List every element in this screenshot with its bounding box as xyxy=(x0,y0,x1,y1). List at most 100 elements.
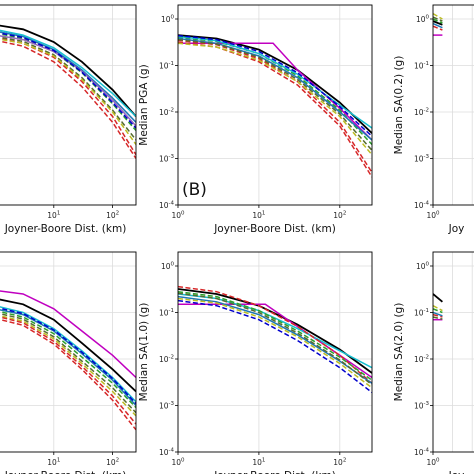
series-line-3 xyxy=(178,285,372,384)
panel-bottom-middle: 100 101 102 10-4 10-3 10-2 10-1 100 Joyner-Boore… xyxy=(138,251,373,474)
y-tick-label: 10-3 xyxy=(414,401,430,411)
x-tick-label: 102 xyxy=(333,211,346,221)
y-tick-label: 10-1 xyxy=(414,61,429,71)
series-line-7 xyxy=(0,316,136,425)
x-tick-label: 100 xyxy=(426,211,440,221)
series-line-7 xyxy=(178,297,372,389)
y-tick-label: 10-4 xyxy=(414,448,430,458)
gridlines xyxy=(433,5,474,205)
panel-top-middle: 100 101 102 10-4 10-3 10-2 10-1 100 Joyner-Boore… xyxy=(138,4,373,235)
gridlines xyxy=(178,252,372,452)
x-axis-label: Joyner-Boore Dist. (km) xyxy=(213,470,336,474)
x-tick-label: 100 xyxy=(171,458,185,468)
x-axis-label: Joy xyxy=(448,470,465,474)
series-line-5 xyxy=(0,29,136,118)
y-tick-label: 10-2 xyxy=(414,107,429,117)
series-lines xyxy=(433,13,443,36)
y-tick-label: 10-1 xyxy=(159,308,174,318)
series-line-4 xyxy=(433,18,443,24)
x-tick-label: 101 xyxy=(47,211,60,221)
series-line-4 xyxy=(433,311,443,317)
y-tick-label: 10-3 xyxy=(414,154,430,164)
series-line-0 xyxy=(0,24,136,118)
axes-frame xyxy=(177,251,373,453)
x-tick-label: 101 xyxy=(252,211,265,221)
y-tick-label: 10-2 xyxy=(159,354,174,364)
series-line-6 xyxy=(433,316,443,320)
series-line-2 xyxy=(0,40,136,159)
x-tick-label: 100 xyxy=(426,458,440,468)
series-line-9 xyxy=(0,307,136,405)
series-line-6 xyxy=(178,292,372,386)
series-line-2 xyxy=(0,306,136,403)
x-axis-label: Joyner-Boore Dist. (km) xyxy=(4,470,127,474)
panel-top-left: 101 102 Joyner-Boore Dist. (km) xyxy=(0,4,137,235)
series-line-9 xyxy=(0,38,136,145)
x-tick-label: 102 xyxy=(106,211,119,221)
series-line-4 xyxy=(0,310,136,409)
panel-bottom-left: 101 102 Joyner-Boore Dist. (km) xyxy=(0,251,137,474)
axes-frame xyxy=(432,4,474,206)
series-line-3 xyxy=(433,16,443,22)
y-axis-label: Median SA(1.0) (g) xyxy=(138,303,150,402)
panel-label: (B) xyxy=(182,180,207,200)
x-axis-label: Joyner-Boore Dist. (km) xyxy=(4,223,127,235)
series-line-6 xyxy=(178,35,372,129)
x-axis-label: Joy xyxy=(448,223,465,235)
axes-frame xyxy=(177,4,373,206)
y-tick-label: 100 xyxy=(161,261,175,271)
series-lines xyxy=(178,285,372,394)
series-line-1 xyxy=(0,298,136,393)
series-line-5 xyxy=(0,312,136,414)
x-axis-label: Joyner-Boore Dist. (km) xyxy=(213,223,336,235)
x-tick-label: 102 xyxy=(106,458,119,468)
y-axis-label: Median SA(0.2) (g) xyxy=(393,56,405,155)
y-tick-label: 100 xyxy=(416,14,430,24)
series-line-2 xyxy=(433,308,443,314)
x-tick-label: 102 xyxy=(333,458,346,468)
x-tick-label: 101 xyxy=(252,458,265,468)
y-tick-label: 10-4 xyxy=(159,448,175,458)
series-lines xyxy=(178,34,372,178)
y-tick-label: 10-2 xyxy=(414,354,429,364)
series-line-2 xyxy=(433,13,443,20)
series-line-1 xyxy=(433,20,443,26)
series-line-6 xyxy=(433,25,443,31)
series-line-8 xyxy=(178,34,372,137)
x-tick-label: 100 xyxy=(171,211,185,221)
series-line-5 xyxy=(178,37,372,141)
series-line-6 xyxy=(0,315,136,417)
x-tick-label: 101 xyxy=(47,458,60,468)
series-line-5 xyxy=(433,305,443,312)
y-tick-label: 100 xyxy=(161,14,175,24)
y-tick-label: 10-4 xyxy=(159,201,175,211)
series-line-0 xyxy=(178,288,372,374)
series-line-3 xyxy=(0,33,136,131)
y-tick-label: 10-2 xyxy=(159,107,174,117)
y-tick-label: 10-4 xyxy=(414,201,430,211)
series-line-4 xyxy=(178,36,372,146)
series-line-5 xyxy=(433,22,443,29)
series-line-7 xyxy=(178,38,372,151)
series-line-1 xyxy=(178,42,372,141)
y-axis-label: Median SA(2.0) (g) xyxy=(393,303,405,402)
y-axis-label: Median PGA (g) xyxy=(138,64,150,145)
series-line-8 xyxy=(178,299,372,394)
series-line-7 xyxy=(0,36,136,141)
series-line-3 xyxy=(433,313,443,318)
series-lines xyxy=(0,290,136,431)
axes-frame xyxy=(0,4,137,206)
series-line-8 xyxy=(0,318,136,431)
series-line-4 xyxy=(0,31,136,123)
y-tick-label: 10-3 xyxy=(159,154,175,164)
series-line-4 xyxy=(178,290,372,381)
series-line-0 xyxy=(433,293,443,303)
axes-frame xyxy=(0,251,137,453)
gridlines xyxy=(0,252,136,452)
series-line-9 xyxy=(178,42,372,156)
y-tick-label: 10-1 xyxy=(159,61,174,71)
y-tick-label: 10-1 xyxy=(414,308,429,318)
